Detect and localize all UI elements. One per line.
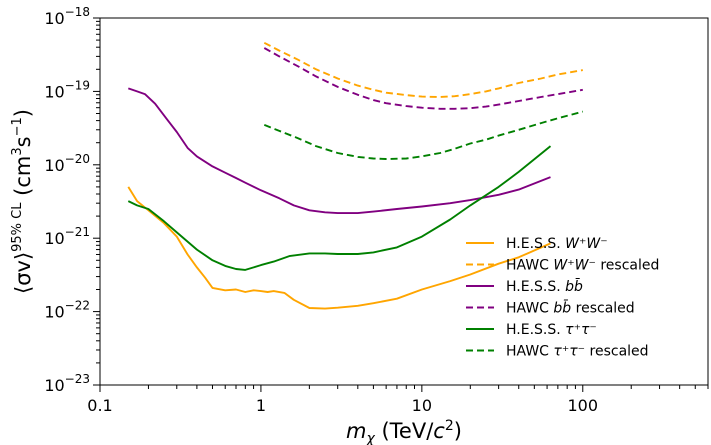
plot-area (127, 41, 584, 310)
y-tick-label: 10−19 (44, 78, 90, 101)
series-line-6 (263, 110, 584, 160)
x-tick-label: 1 (256, 396, 266, 415)
series-line-5 (127, 145, 552, 271)
x-tick-label: 10 (412, 396, 432, 415)
y-tick-label: 10−23 (44, 372, 90, 395)
x-tick-label: 100 (568, 396, 599, 415)
y-tick-label: 10−18 (44, 5, 90, 28)
legend-entry: HAWC bb̄ rescaled (506, 299, 635, 317)
x-axis: 0.1 1 10 100 (87, 385, 709, 415)
y-axis-label: ⟨σv⟩95% CL (cm3s−1) (10, 109, 35, 294)
x-tick-label: 0.1 (87, 396, 112, 415)
legend-entry: H.E.S.S. τ⁺τ⁻ (506, 322, 597, 338)
y-tick-label: 10−21 (44, 225, 90, 248)
x-axis-label: mχ (TeV/c2) (346, 418, 462, 445)
legend-entry: HAWC W⁺W⁻ rescaled (506, 258, 659, 274)
plot-frame (99, 17, 709, 386)
legend-entry: HAWC τ⁺τ⁻ rescaled (506, 344, 649, 360)
y-tick-label: 10−22 (44, 299, 90, 322)
legend-entry: H.E.S.S. W⁺W⁻ (506, 236, 608, 252)
legend: H.E.S.S. W⁺W⁻ HAWC W⁺W⁻ rescaled H.E.S.S. … (466, 236, 659, 360)
series-line-1 (127, 186, 551, 310)
series-line-2 (263, 41, 583, 98)
y-axis: 10−23 10−22 10−21 10−20 10−19 10−18 (44, 5, 100, 395)
series-line-3 (127, 87, 551, 215)
series-line-4 (263, 47, 583, 110)
y-tick-label: 10−20 (44, 152, 90, 175)
legend-entry: H.E.S.S. bb̄ (506, 277, 583, 295)
